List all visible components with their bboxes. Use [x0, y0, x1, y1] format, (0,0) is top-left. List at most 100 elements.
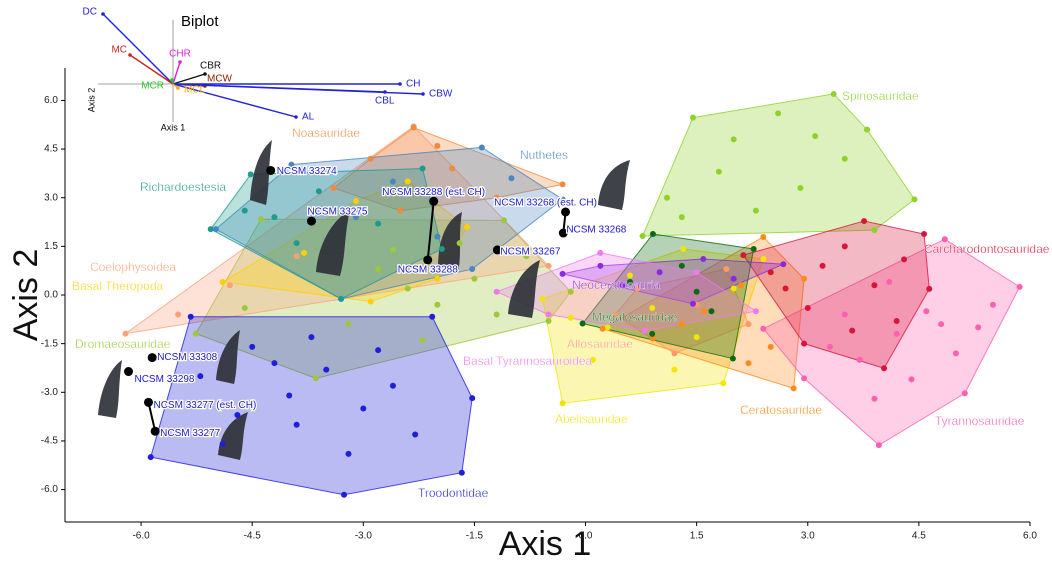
- data-point: [1017, 284, 1023, 290]
- data-point: [827, 344, 833, 350]
- specimen-label: NCSM 33274: [277, 166, 337, 177]
- data-point: [390, 383, 396, 389]
- biplot-vector: [173, 74, 205, 84]
- data-point: [701, 308, 707, 314]
- data-point: [313, 375, 319, 381]
- data-point: [449, 166, 455, 172]
- data-point: [434, 276, 440, 282]
- biplot-vector-tip: [383, 90, 387, 94]
- y-tick-label: -3.0: [41, 387, 59, 398]
- data-point: [990, 302, 996, 308]
- biplot-vector-label: MCW: [207, 74, 233, 85]
- data-point: [923, 308, 929, 314]
- data-point: [397, 208, 403, 214]
- biplot-x-label: Axis 1: [161, 122, 186, 132]
- x-axis-title: Axis 1: [499, 525, 592, 563]
- data-point: [881, 365, 887, 371]
- biplot-vector-label: MCL: [184, 85, 206, 96]
- data-point: [540, 296, 546, 302]
- data-point: [911, 196, 917, 202]
- data-point: [193, 331, 199, 337]
- specimen-label: NCSM 33277: [160, 428, 220, 439]
- data-point: [546, 263, 552, 269]
- data-point: [600, 326, 606, 332]
- data-point: [791, 385, 797, 391]
- data-point: [508, 175, 514, 181]
- data-point: [690, 301, 696, 307]
- specimen-point: [429, 197, 438, 206]
- data-point: [434, 234, 440, 240]
- data-point: [568, 315, 574, 321]
- data-point: [738, 282, 744, 288]
- data-point: [405, 286, 411, 292]
- biplot-vector-label: CBR: [200, 61, 221, 72]
- data-point: [801, 341, 807, 347]
- group-label: Ceratosauridae: [740, 403, 822, 417]
- data-point: [797, 185, 803, 191]
- data-point: [405, 179, 411, 185]
- data-point: [301, 250, 307, 256]
- hulls: [126, 94, 1020, 495]
- data-point: [871, 227, 877, 233]
- data-point: [227, 282, 233, 288]
- data-point: [753, 308, 759, 314]
- biplot-vector-tip: [176, 86, 180, 90]
- specimen-point: [151, 427, 160, 436]
- specimen-label: NCSM 33288 (est. CH): [382, 187, 485, 198]
- biplot-vector-label: CBW: [429, 89, 453, 100]
- data-point: [679, 214, 685, 220]
- x-tick-label: -3.0: [355, 531, 373, 542]
- data-point: [258, 216, 264, 222]
- data-point: [680, 246, 686, 252]
- data-point: [775, 110, 781, 116]
- data-point: [580, 321, 586, 327]
- data-point: [471, 276, 477, 282]
- data-point: [375, 347, 381, 353]
- data-point: [208, 226, 214, 232]
- data-point: [390, 179, 396, 185]
- biplot-vector-tip: [421, 92, 425, 96]
- biplot-vector-tip: [101, 12, 105, 16]
- y-tick-label: 1.5: [44, 241, 58, 252]
- biplot-vector-label: DC: [83, 7, 97, 18]
- data-point: [464, 224, 470, 230]
- data-point: [842, 156, 848, 162]
- data-point: [220, 279, 226, 285]
- data-point: [716, 169, 722, 175]
- data-point: [886, 279, 892, 285]
- x-tick-label: 3.0: [801, 531, 815, 542]
- data-point: [597, 250, 603, 256]
- data-point: [175, 311, 181, 317]
- data-point: [434, 143, 440, 149]
- specimen-label: NCSM 33308: [157, 352, 217, 363]
- data-point: [546, 311, 552, 317]
- group-label: Richardoestesia: [140, 180, 226, 194]
- data-point: [546, 318, 552, 324]
- data-point: [760, 256, 766, 262]
- group-label: Neoceratosauria: [572, 278, 660, 292]
- data-point: [842, 243, 848, 249]
- group-label: Spinosauridae: [842, 89, 919, 103]
- data-point: [439, 246, 445, 252]
- biplot-vector-tip: [398, 82, 402, 86]
- group-label: Megalosauridae: [592, 310, 678, 324]
- data-point: [731, 286, 737, 292]
- data-point: [894, 318, 900, 324]
- specimen-label: NCSM 33298: [134, 374, 194, 385]
- data-point: [926, 286, 932, 292]
- data-point: [420, 166, 426, 172]
- data-point: [642, 328, 648, 334]
- biplot-vector-label: CH: [406, 79, 420, 90]
- data-point: [345, 321, 351, 327]
- data-point: [123, 331, 129, 337]
- data-point: [679, 321, 685, 327]
- data-point: [730, 356, 736, 362]
- data-point: [457, 240, 463, 246]
- data-point: [657, 269, 663, 275]
- group-label: Basal Theropoda: [72, 279, 164, 293]
- data-point: [197, 373, 203, 379]
- data-point: [420, 337, 426, 343]
- data-point: [368, 156, 374, 162]
- specimen-point: [307, 217, 316, 226]
- data-point: [857, 357, 863, 363]
